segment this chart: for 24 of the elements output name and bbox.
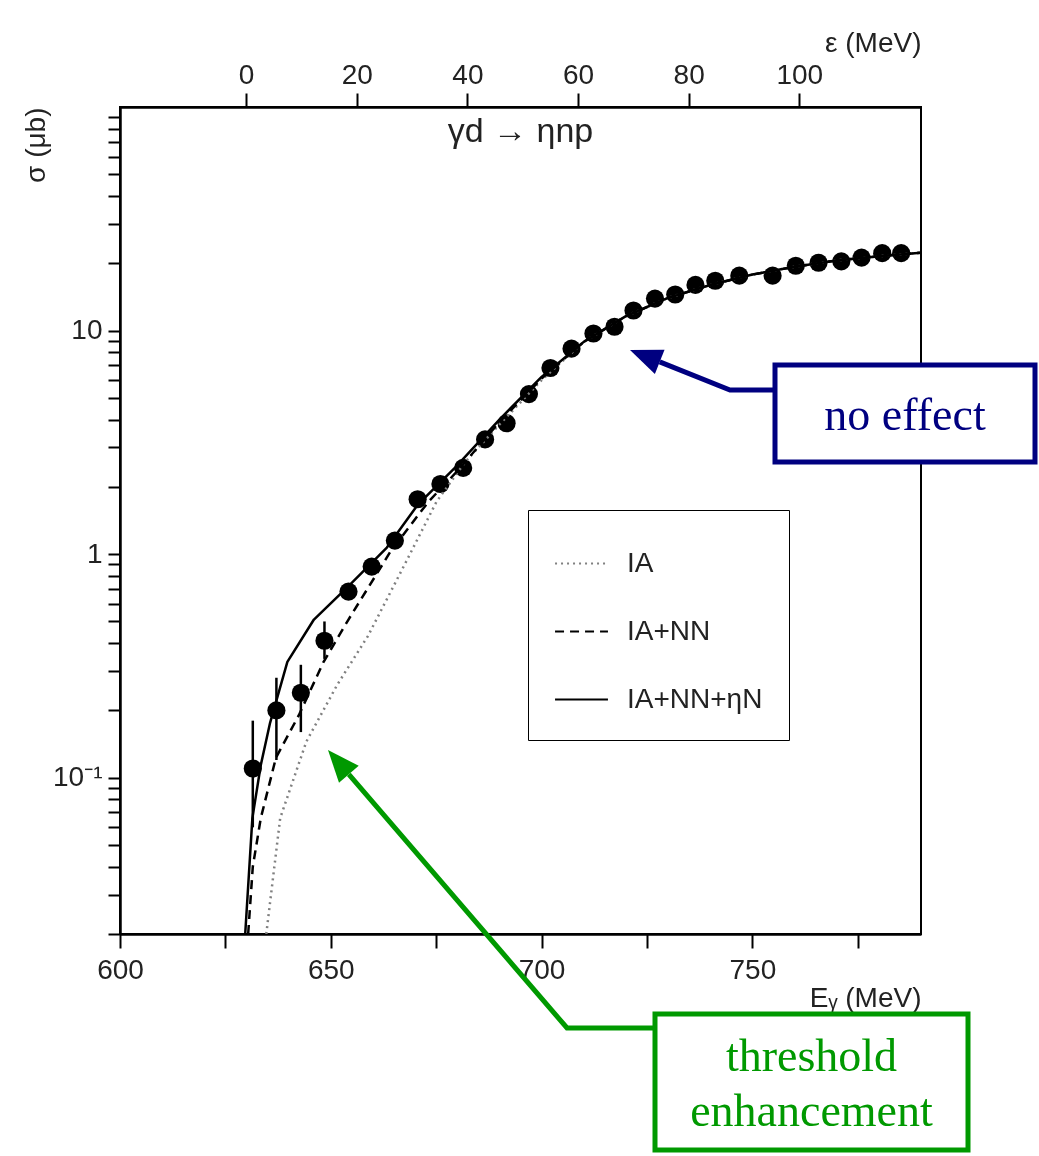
point [291,683,310,702]
y-axis-title: σ (μb) [20,107,52,183]
x2-tick-label: 60 [562,58,595,90]
x2-tick-label: 20 [341,58,373,90]
x2-tick-label: 100 [776,58,824,90]
x-tick-label: 650 [307,953,355,985]
text: threshold enhancement [690,1029,934,1136]
annotation: no effect [824,388,986,440]
x2-tick-label: 40 [452,58,484,90]
x2-tick-label: 0 [238,58,255,90]
y-tick-label: 1 [86,537,103,569]
y-tick-label: 10 [71,314,103,346]
point [315,631,334,650]
legend-label: IA+NN+ηN [627,682,763,714]
x-tick-label: 750 [729,953,777,985]
x2-tick-label: 80 [673,58,705,90]
legend-label: IA [627,546,654,578]
x-tick-label: 600 [97,953,144,985]
legend-label: IA+NN [627,614,711,646]
x-tick-label: 700 [518,953,566,985]
chart-title: γd → ηnp [447,111,594,149]
x2-axis-title: ε (MeV) [825,26,922,58]
x-axis-title: Eᵧ (MeV) [809,981,922,1013]
y-tick-label: 10⁻¹ [53,761,103,793]
